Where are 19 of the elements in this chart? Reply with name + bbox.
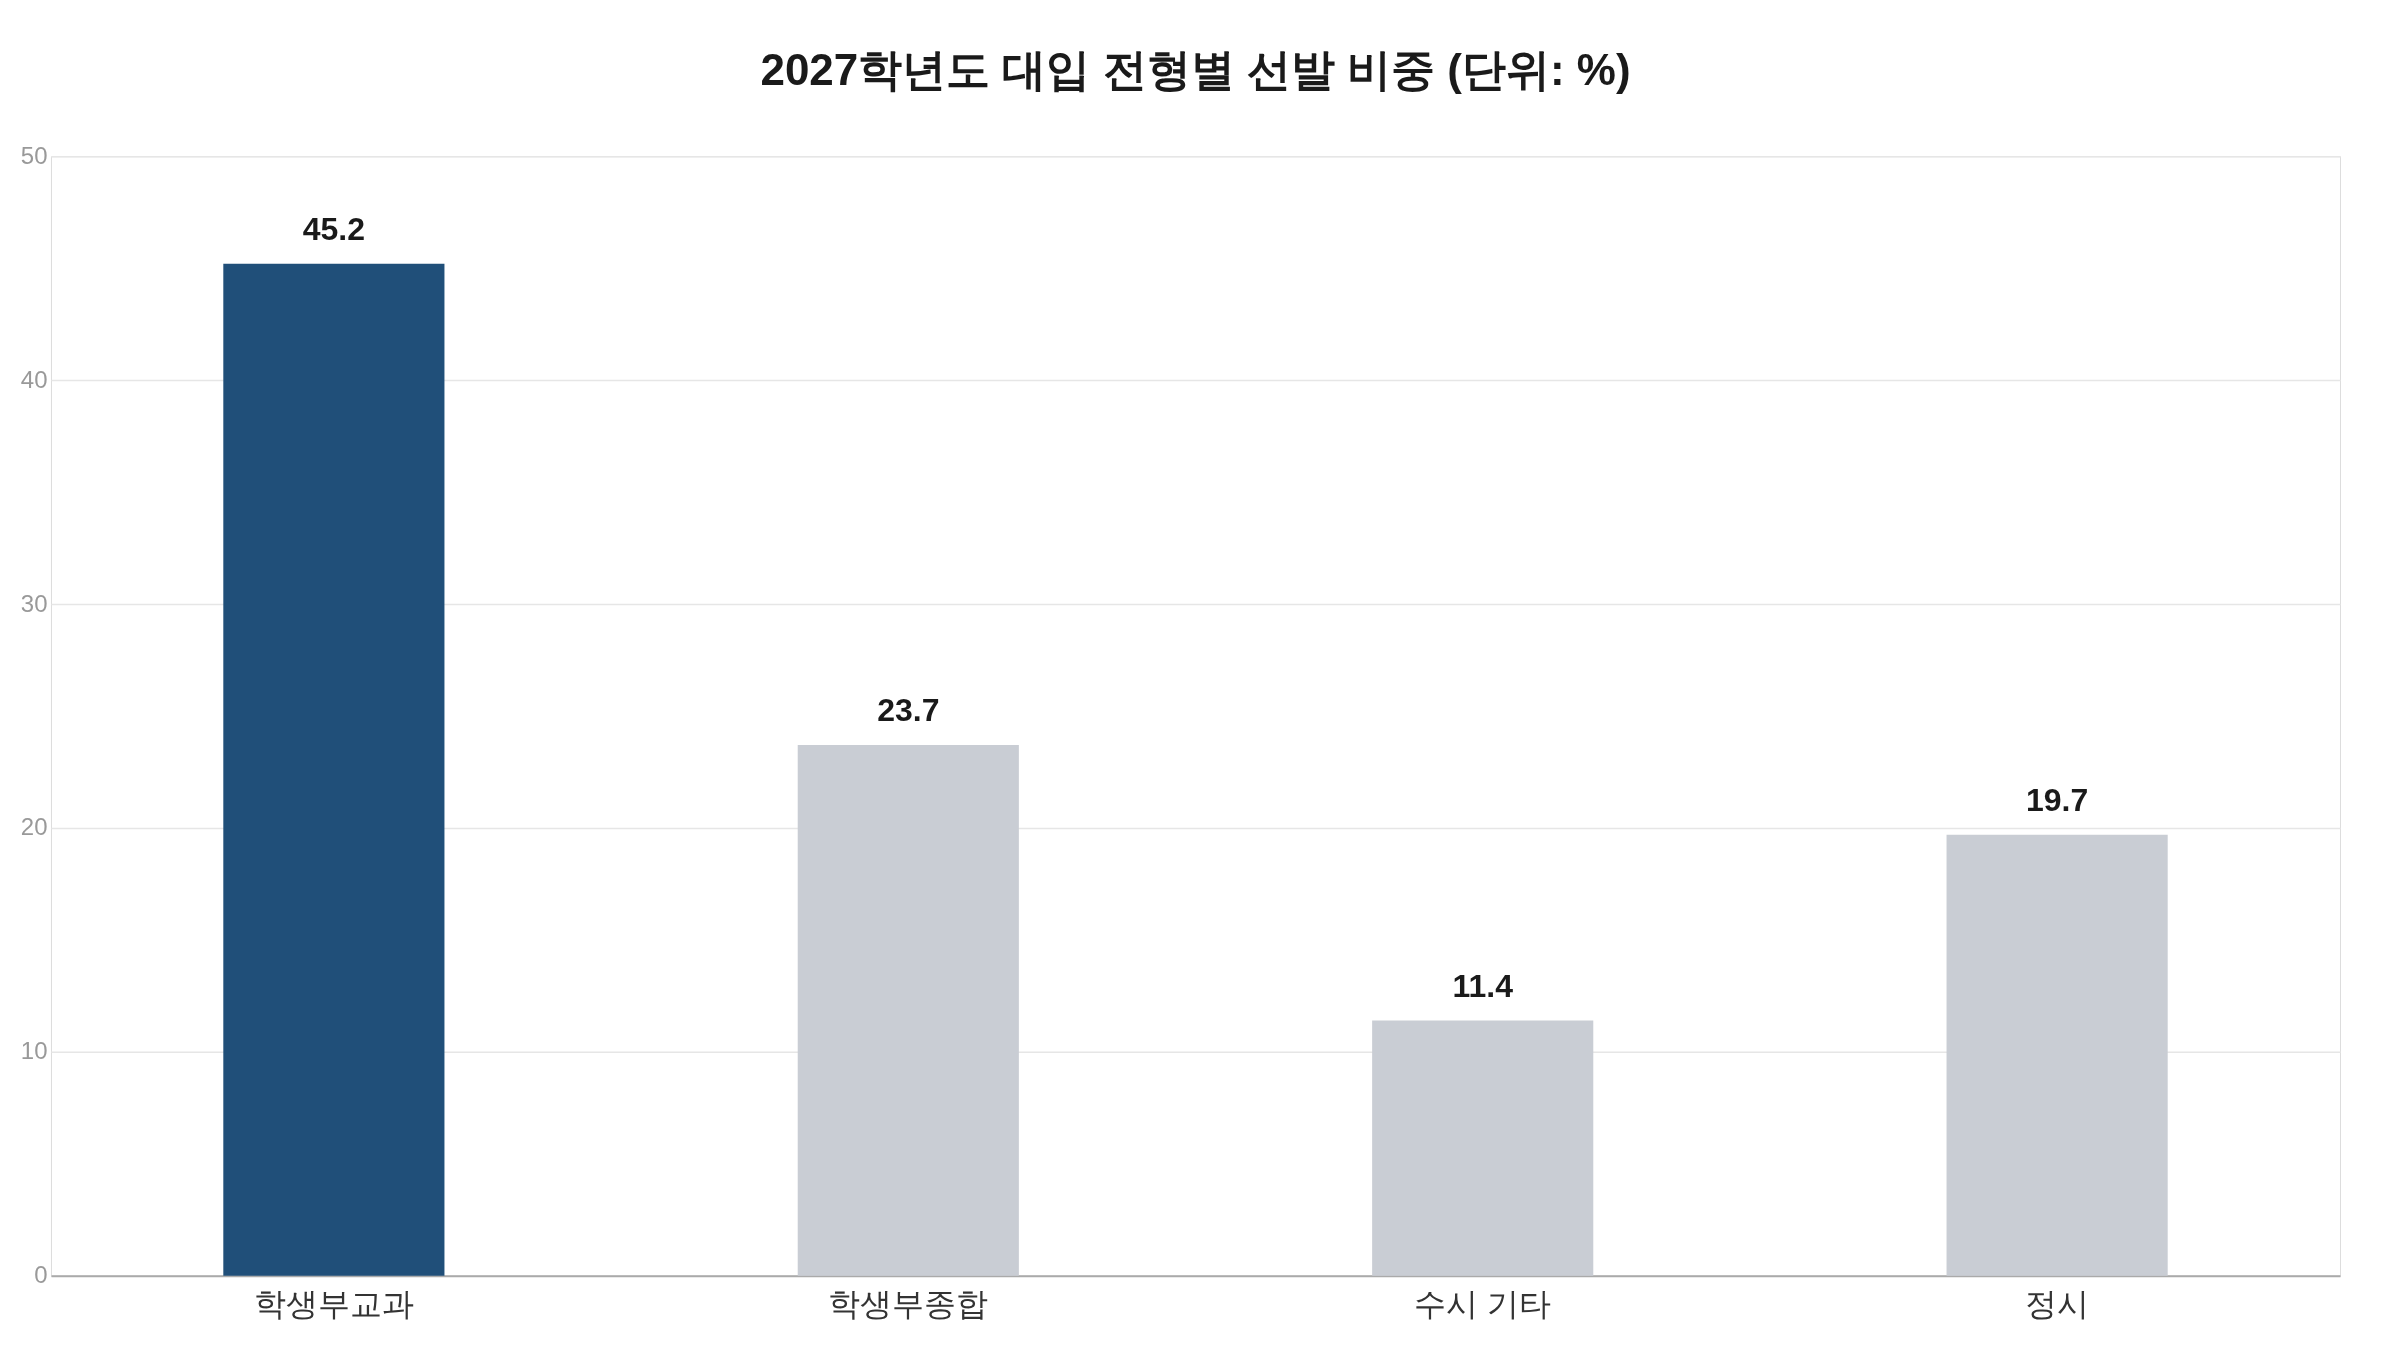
data-label: 45.2	[302, 210, 365, 247]
bar	[223, 263, 445, 1276]
y-tick-label: 30	[20, 589, 48, 617]
y-tick-label: 0	[34, 1261, 48, 1289]
x-tick-label: 수시 기타	[1414, 1286, 1552, 1323]
bar	[1372, 1020, 1594, 1276]
x-tick-label: 정시	[2025, 1286, 2090, 1323]
x-tick-label: 학생부종합	[828, 1286, 989, 1323]
y-tick-label: 20	[20, 813, 48, 841]
x-tick-label: 학생부교과	[253, 1286, 414, 1323]
y-tick-label: 10	[20, 1037, 48, 1065]
data-label: 19.7	[2026, 781, 2089, 818]
y-tick-label: 40	[20, 365, 48, 393]
y-tick-label: 50	[20, 141, 48, 169]
bar	[797, 745, 1019, 1276]
bar	[1946, 834, 2168, 1276]
data-label: 11.4	[1452, 967, 1514, 1004]
chart-title: 2027학년도 대입 전형별 선발 비중 (단위: %)	[760, 45, 1631, 95]
data-label: 23.7	[877, 692, 940, 729]
